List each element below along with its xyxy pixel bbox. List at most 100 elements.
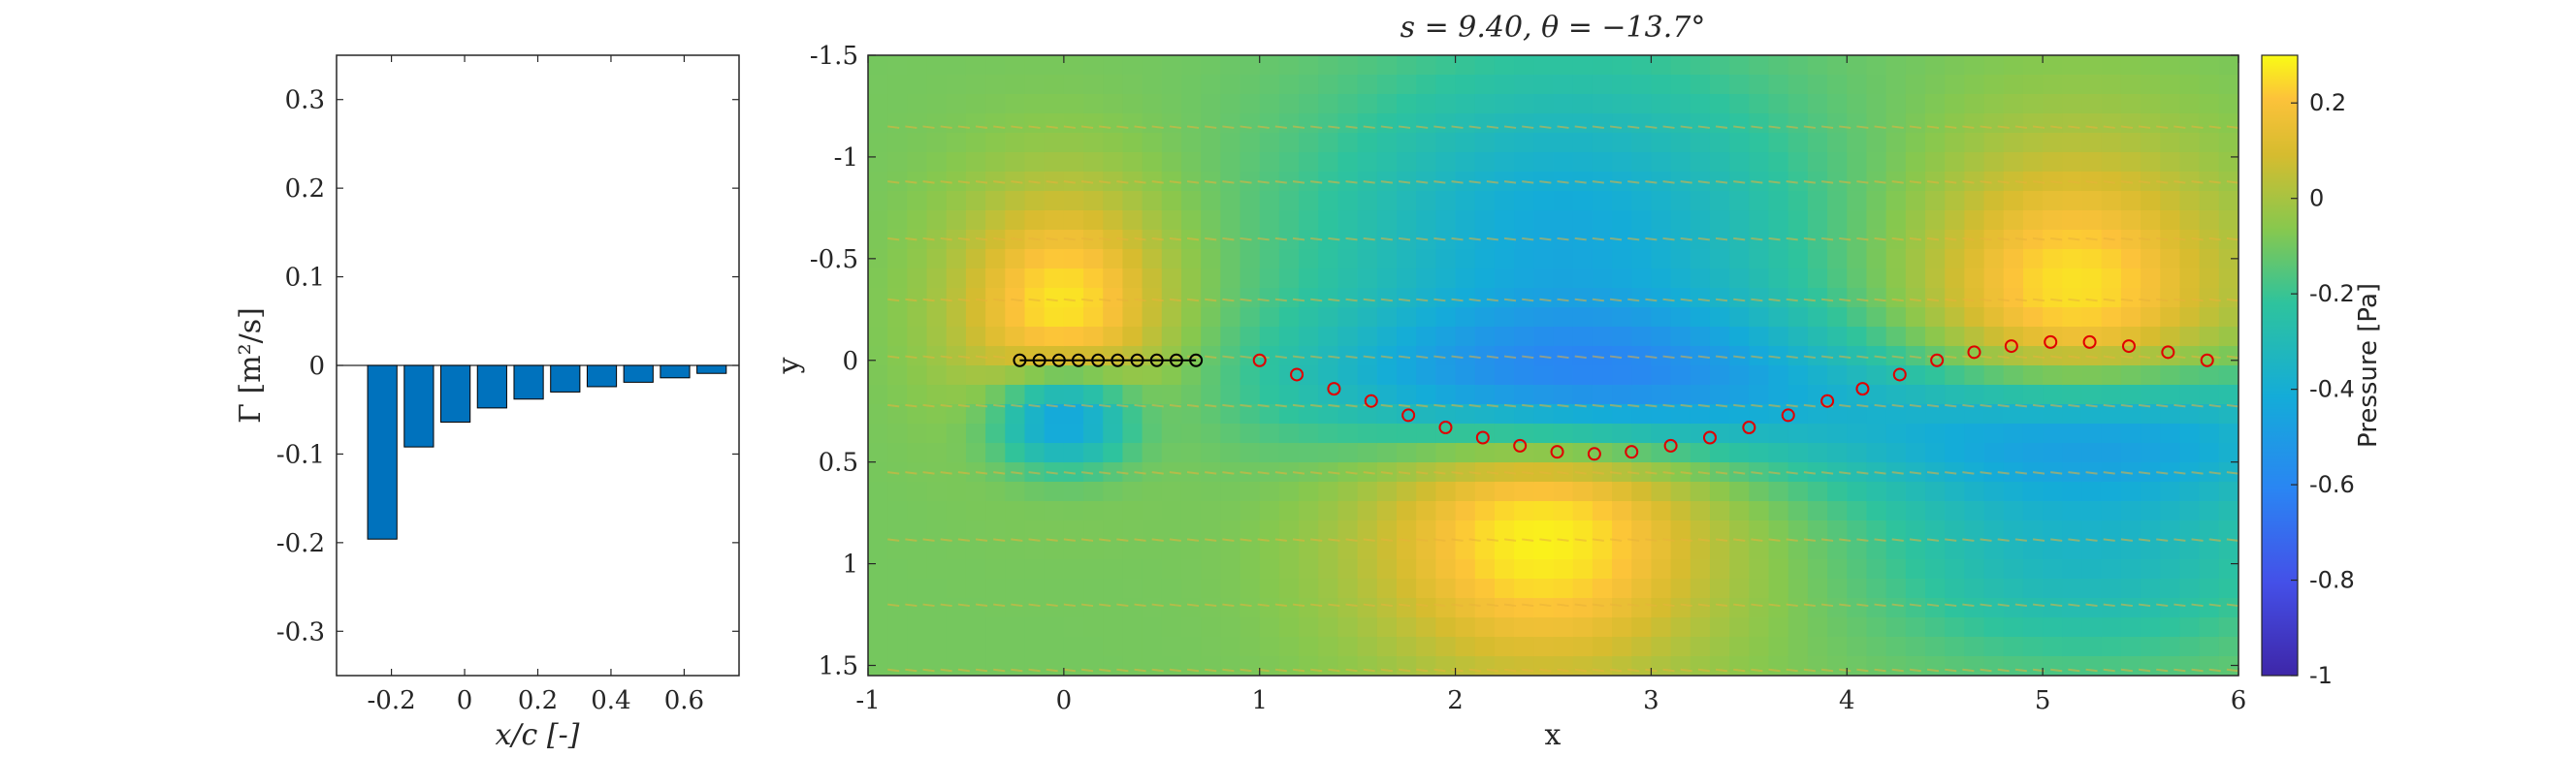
field-cell — [2141, 482, 2162, 502]
field-cell — [1631, 327, 1653, 347]
field-cell — [946, 540, 967, 560]
quiver-arrow — [2085, 355, 2098, 360]
field-cell — [1357, 404, 1378, 425]
field-cell — [2022, 598, 2044, 618]
field-cell — [1866, 385, 1887, 405]
quiver-arrow — [1169, 180, 1181, 184]
quiver-arrow — [1169, 403, 1181, 408]
wake-point — [1513, 438, 1528, 453]
field-cell — [1847, 268, 1868, 289]
quiver-arrow — [1205, 180, 1217, 184]
field-cell — [1005, 617, 1026, 638]
field-cell — [1670, 210, 1691, 231]
field-cell — [1572, 579, 1594, 599]
field-cell — [887, 540, 909, 560]
quiver-arrow — [1292, 125, 1305, 129]
field-cell — [2141, 579, 2162, 599]
field-cell — [1768, 268, 1789, 289]
field-cell — [1768, 462, 1789, 483]
quiver-arrow — [1011, 403, 1023, 408]
field-cell — [1612, 210, 1633, 231]
quiver-arrow — [1345, 355, 1358, 360]
field-cell — [1278, 462, 1300, 483]
field-cell — [1122, 462, 1143, 483]
field-cell — [1376, 617, 1398, 638]
field-cell — [1278, 55, 1300, 76]
field-cell — [2199, 288, 2220, 308]
quiver-arrow — [1751, 668, 1763, 673]
field-cell — [1847, 55, 1868, 76]
quiver-arrow — [1962, 298, 1975, 302]
field-cell — [1376, 579, 1398, 599]
field-cell — [1690, 617, 1711, 638]
field-cell — [1063, 637, 1084, 657]
field-cell — [2062, 365, 2083, 386]
field-cell — [1651, 462, 1672, 483]
field-cell — [1142, 230, 1163, 250]
field-cell — [1240, 579, 1261, 599]
field-cell — [1729, 249, 1751, 269]
field-cell — [1964, 598, 1985, 618]
quiver-arrow — [1274, 471, 1287, 475]
quiver-arrow — [2174, 471, 2186, 475]
field-cell — [1044, 520, 1065, 541]
field-cell — [1514, 598, 1535, 618]
field-cell — [1494, 268, 1515, 289]
quiver-arrow — [2050, 298, 2063, 302]
field-cell — [1161, 482, 1182, 502]
field-cell — [2160, 656, 2181, 676]
quiver-arrow — [1733, 471, 1746, 475]
field-cell — [1533, 579, 1555, 599]
field-cell — [1807, 288, 1828, 308]
field-cell — [1709, 249, 1730, 269]
field-cell — [1670, 307, 1691, 328]
field-cell — [1142, 133, 1163, 153]
field-cell — [1122, 540, 1143, 560]
quiver-arrow — [1980, 603, 1992, 608]
field-cell — [1044, 268, 1065, 289]
field-cell — [1670, 579, 1691, 599]
field-cell — [1142, 617, 1163, 638]
y-tick-label: -0.3 — [276, 617, 325, 647]
field-cell — [1474, 559, 1496, 580]
field-cell — [1435, 210, 1457, 231]
field-cell — [1807, 482, 1828, 502]
field-cell — [1161, 230, 1182, 250]
field-cell — [1964, 540, 1985, 560]
quiver-arrow — [1398, 355, 1411, 360]
field-cell — [1553, 268, 1574, 289]
quiver-arrow — [993, 668, 1006, 673]
quiver-arrow — [1715, 237, 1728, 241]
field-cell — [1220, 579, 1241, 599]
field-cell — [1866, 152, 1887, 173]
y-tick-label: -0.2 — [276, 529, 325, 558]
field-cell — [1337, 307, 1359, 328]
field-cell — [1397, 75, 1417, 95]
field-cell — [1397, 268, 1417, 289]
field-cell — [1729, 327, 1751, 347]
field-cell — [946, 230, 967, 250]
field-cell — [1240, 346, 1261, 366]
field-cell — [1866, 75, 1887, 95]
quiver-arrow — [1574, 355, 1587, 360]
field-cell — [1337, 288, 1359, 308]
field-cell — [1337, 365, 1359, 386]
field-cell — [2179, 249, 2201, 269]
field-cell — [1044, 191, 1065, 211]
field-cell — [1612, 268, 1633, 289]
field-cell — [965, 191, 986, 211]
field-cell — [1044, 210, 1065, 231]
field-cell — [1572, 288, 1594, 308]
quiver-arrow — [1363, 298, 1375, 302]
field-cell — [1709, 520, 1730, 541]
field-cell — [1807, 520, 1828, 541]
field-cell — [1709, 579, 1730, 599]
x-tick-label: 3 — [1643, 686, 1659, 715]
field-cell — [1474, 424, 1496, 444]
field-cell — [2199, 482, 2220, 502]
quiver-arrow — [1398, 180, 1411, 184]
field-cell — [2141, 404, 2162, 425]
field-cell — [1729, 617, 1751, 638]
field-cell — [1180, 404, 1202, 425]
field-cell — [1729, 365, 1751, 386]
